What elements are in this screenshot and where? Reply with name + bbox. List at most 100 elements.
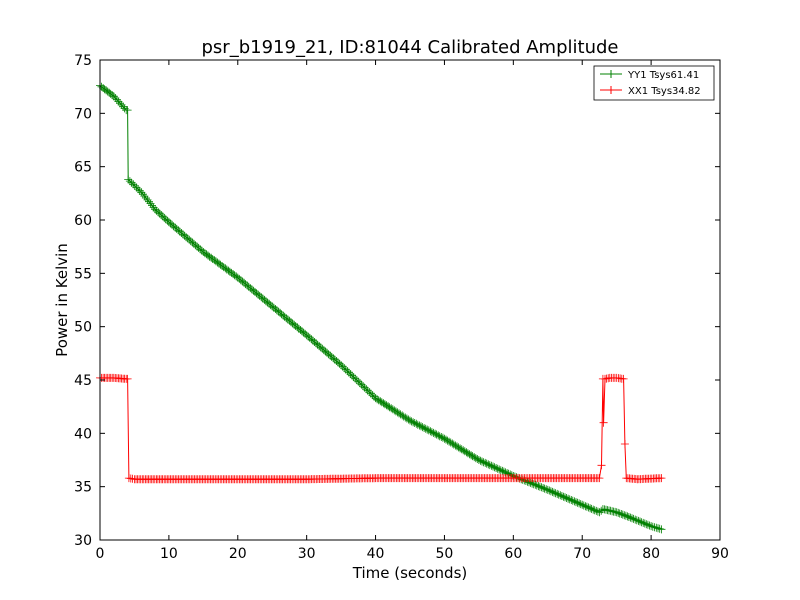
- data-point: [402, 414, 411, 423]
- data-point: [540, 484, 549, 493]
- data-point: [112, 95, 121, 104]
- y-tick-label: 35: [74, 480, 92, 496]
- data-point: [129, 180, 138, 189]
- data-point: [128, 474, 137, 483]
- data-point: [478, 457, 486, 466]
- data-point: [395, 409, 403, 418]
- data-point: [629, 514, 638, 523]
- data-point: [109, 92, 118, 101]
- data-point: [417, 422, 425, 431]
- data-point: [578, 500, 587, 509]
- data-point: [490, 463, 499, 472]
- data-point: [459, 446, 468, 455]
- data-point: [413, 420, 422, 429]
- data-point: [379, 399, 388, 408]
- data-point: [539, 484, 548, 492]
- data-point: [631, 515, 640, 524]
- series-markers-0: [96, 81, 666, 534]
- x-axis-label: Time (seconds): [352, 564, 468, 582]
- data-point: [561, 493, 569, 502]
- data-point: [493, 464, 502, 473]
- data-point: [474, 456, 483, 464]
- data-point: [584, 503, 593, 512]
- data-point: [545, 486, 554, 495]
- data-point: [634, 516, 643, 525]
- data-point: [589, 505, 598, 514]
- data-point: [599, 418, 608, 427]
- data-point: [424, 426, 433, 435]
- data-point: [532, 481, 541, 490]
- x-tick-label: 90: [711, 546, 729, 562]
- data-point: [391, 407, 400, 416]
- data-point: [597, 506, 606, 515]
- y-tick-label: 65: [74, 160, 92, 176]
- data-point: [456, 444, 465, 453]
- data-point: [487, 461, 496, 470]
- data-point: [415, 421, 424, 430]
- data-point: [615, 509, 624, 518]
- series-markers-1: [96, 373, 666, 484]
- data-point: [593, 507, 602, 516]
- data-point: [449, 440, 458, 449]
- data-point: [134, 185, 143, 194]
- data-point: [140, 192, 149, 201]
- data-point: [618, 510, 627, 519]
- data-point: [137, 188, 146, 197]
- legend-label: YY1 Tsys61.41: [627, 70, 699, 81]
- data-point: [404, 415, 413, 424]
- data-point: [434, 431, 443, 440]
- y-tick-label: 70: [74, 106, 92, 122]
- data-point: [548, 487, 557, 496]
- data-point: [384, 402, 393, 411]
- data-point: [567, 496, 576, 504]
- x-tick-label: 70: [573, 546, 591, 562]
- legend-marker: [607, 70, 615, 78]
- data-point: [479, 458, 488, 467]
- data-point: [412, 419, 421, 428]
- data-point: [485, 461, 494, 470]
- y-tick-label: 30: [74, 533, 92, 549]
- data-point: [657, 474, 666, 483]
- data-point: [551, 489, 560, 498]
- data-point: [418, 423, 427, 432]
- data-point: [570, 497, 579, 506]
- data-point: [423, 425, 432, 434]
- y-tick-label: 50: [74, 320, 92, 336]
- data-point: [632, 516, 641, 525]
- data-point: [531, 480, 540, 489]
- legend-marker: [607, 86, 615, 94]
- data-point: [481, 458, 490, 467]
- data-point: [573, 498, 582, 507]
- data-point: [624, 513, 633, 521]
- data-point: [495, 465, 504, 474]
- data-point: [587, 504, 596, 513]
- plot-frame: [99, 59, 721, 541]
- data-point: [376, 397, 385, 406]
- data-point: [484, 460, 493, 469]
- data-point: [373, 395, 382, 404]
- data-point: [550, 488, 558, 497]
- data-point: [390, 406, 399, 415]
- data-point: [438, 433, 447, 442]
- legend: YY1 Tsys61.41 XX1 Tsys34.82: [593, 65, 715, 101]
- data-point: [385, 403, 394, 412]
- data-point: [380, 400, 389, 409]
- data-point: [546, 487, 555, 496]
- data-point: [426, 427, 435, 436]
- data-point: [628, 514, 636, 523]
- data-point: [639, 518, 648, 527]
- x-axis-ticks: 0 10 20 30 40 50 60 70 80 90: [96, 60, 729, 562]
- data-point: [377, 398, 386, 407]
- x-tick-label: 80: [642, 546, 660, 562]
- data-point: [427, 428, 436, 437]
- plot-area: [100, 60, 720, 540]
- data-point: [654, 524, 662, 533]
- y-tick-label: 60: [74, 213, 92, 229]
- data-point: [643, 520, 652, 529]
- data-point: [476, 456, 485, 465]
- data-point: [642, 520, 651, 529]
- y-axis-label: Power in Kelvin: [53, 243, 71, 357]
- data-point: [542, 485, 551, 494]
- chart-title: psr_b1919_21, ID:81044 Calibrated Amplit…: [202, 37, 619, 58]
- data-point: [127, 178, 136, 187]
